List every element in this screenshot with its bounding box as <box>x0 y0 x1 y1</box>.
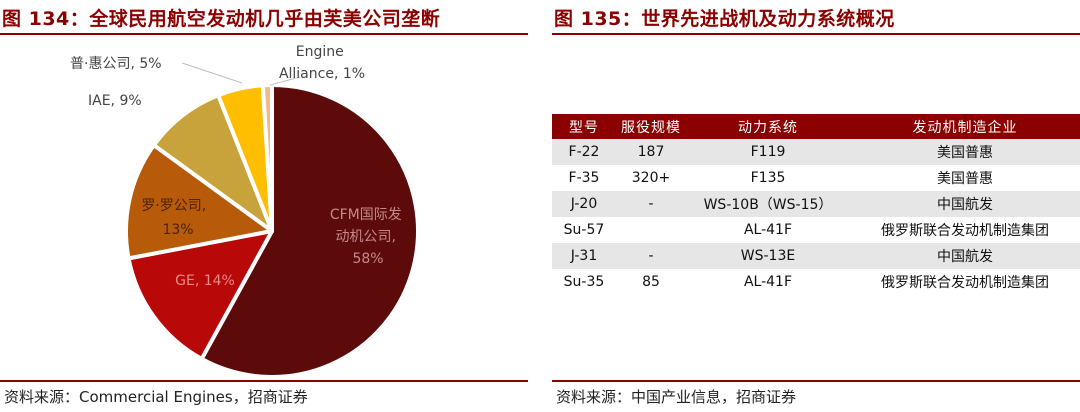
pie-slice-2 <box>124 143 274 261</box>
leader-pw <box>181 62 243 84</box>
cell-fleet-size: 85 <box>642 274 660 290</box>
table-row: Su-57 AL-41F 俄罗斯联合发动机制造集团 <box>552 217 1080 243</box>
source-rule <box>0 380 528 382</box>
right-panel: 图 135：世界先进战机及动力系统概况 型号 服役规模 动力系统 发动机制造企业… <box>552 0 1080 412</box>
label-pw: 普·惠公司, 5% <box>70 56 162 72</box>
cell-model: J-20 <box>552 191 616 217</box>
label-rolls: 罗·罗公司, 13% <box>141 198 210 238</box>
table-row: J-31 - WS-13E 中国航发 <box>552 243 1080 269</box>
cell-fleet-size <box>616 217 686 243</box>
table-row: Su-35 85 AL-41F 俄罗斯联合发动机制造集团 <box>552 269 1080 295</box>
figure-135-title: 图 135：世界先进战机及动力系统概况 <box>554 8 895 30</box>
label-ea: Engine Alliance, 1% <box>279 44 365 82</box>
cell-engine: AL-41F <box>743 274 793 290</box>
left-source: 资料来源：Commercial Engines，招商证券 <box>4 388 308 406</box>
cell-model: Su-57 <box>563 222 605 238</box>
cell-model: F-22 <box>552 139 616 165</box>
pie-slice-5 <box>260 83 274 233</box>
label-cfm: CFM国际发 动机公司, 58% <box>330 207 406 267</box>
pie-slice-0 <box>199 83 420 379</box>
label-iae: IAE, 9% <box>88 93 142 109</box>
left-panel: 图 134：全球民用航空发动机几乎由芙美公司垄断 CFM国际发 动机公司, 58… <box>0 0 528 412</box>
cell-engine: AL-41F <box>743 222 793 238</box>
title-rule <box>552 33 1080 35</box>
cell-manufacturer: 中国航发 <box>850 243 1080 269</box>
cell-manufacturer: 美国普惠 <box>850 139 1080 165</box>
fighter-table: 型号 服役规模 动力系统 发动机制造企业 F-22 187 F119 美国普惠 … <box>552 114 1080 295</box>
cell-model: J-31 <box>552 243 616 269</box>
cell-fleet-size: 320+ <box>631 170 671 186</box>
source-rule <box>552 380 1080 382</box>
table-row: F-35 320+ F135 美国普惠 <box>552 165 1080 191</box>
label-ge: GE, 14% <box>175 273 235 289</box>
right-source: 资料来源：中国产业信息，招商证券 <box>556 388 797 406</box>
cell-engine: WS-10B（WS-15） <box>686 191 850 217</box>
cell-model: Su-35 <box>563 274 605 290</box>
title-rule <box>0 33 528 35</box>
cell-fleet-size: - <box>616 191 686 217</box>
cell-engine: F135 <box>750 170 786 186</box>
cell-engine: F119 <box>686 139 850 165</box>
cell-manufacturer: 中国航发 <box>850 191 1080 217</box>
header-engine: 动力系统 <box>686 114 850 139</box>
header-model: 型号 <box>552 114 616 139</box>
cell-fleet-size: 187 <box>616 139 686 165</box>
header-fleet-size: 服役规模 <box>616 114 686 139</box>
table-row: J-20 - WS-10B（WS-15） 中国航发 <box>552 191 1080 217</box>
cell-manufacturer: 美国普惠 <box>937 171 993 187</box>
pie-slice-1 <box>126 229 274 361</box>
cell-fleet-size: - <box>616 243 686 269</box>
table-header-row: 型号 服役规模 动力系统 发动机制造企业 <box>552 114 1080 139</box>
cell-manufacturer: 俄罗斯联合发动机制造集团 <box>881 275 1049 291</box>
cell-engine: WS-13E <box>686 243 850 269</box>
leader-ea <box>269 76 301 86</box>
cell-manufacturer: 俄罗斯联合发动机制造集团 <box>881 223 1049 239</box>
header-manufacturer: 发动机制造企业 <box>850 114 1080 139</box>
table-row: F-22 187 F119 美国普惠 <box>552 139 1080 165</box>
cell-model: F-35 <box>568 170 600 186</box>
figure-134-title: 图 134：全球民用航空发动机几乎由芙美公司垄断 <box>2 8 441 30</box>
pie-chart: CFM国际发 动机公司, 58% GE, 14% 罗·罗公司, 13% IAE,… <box>70 44 420 379</box>
